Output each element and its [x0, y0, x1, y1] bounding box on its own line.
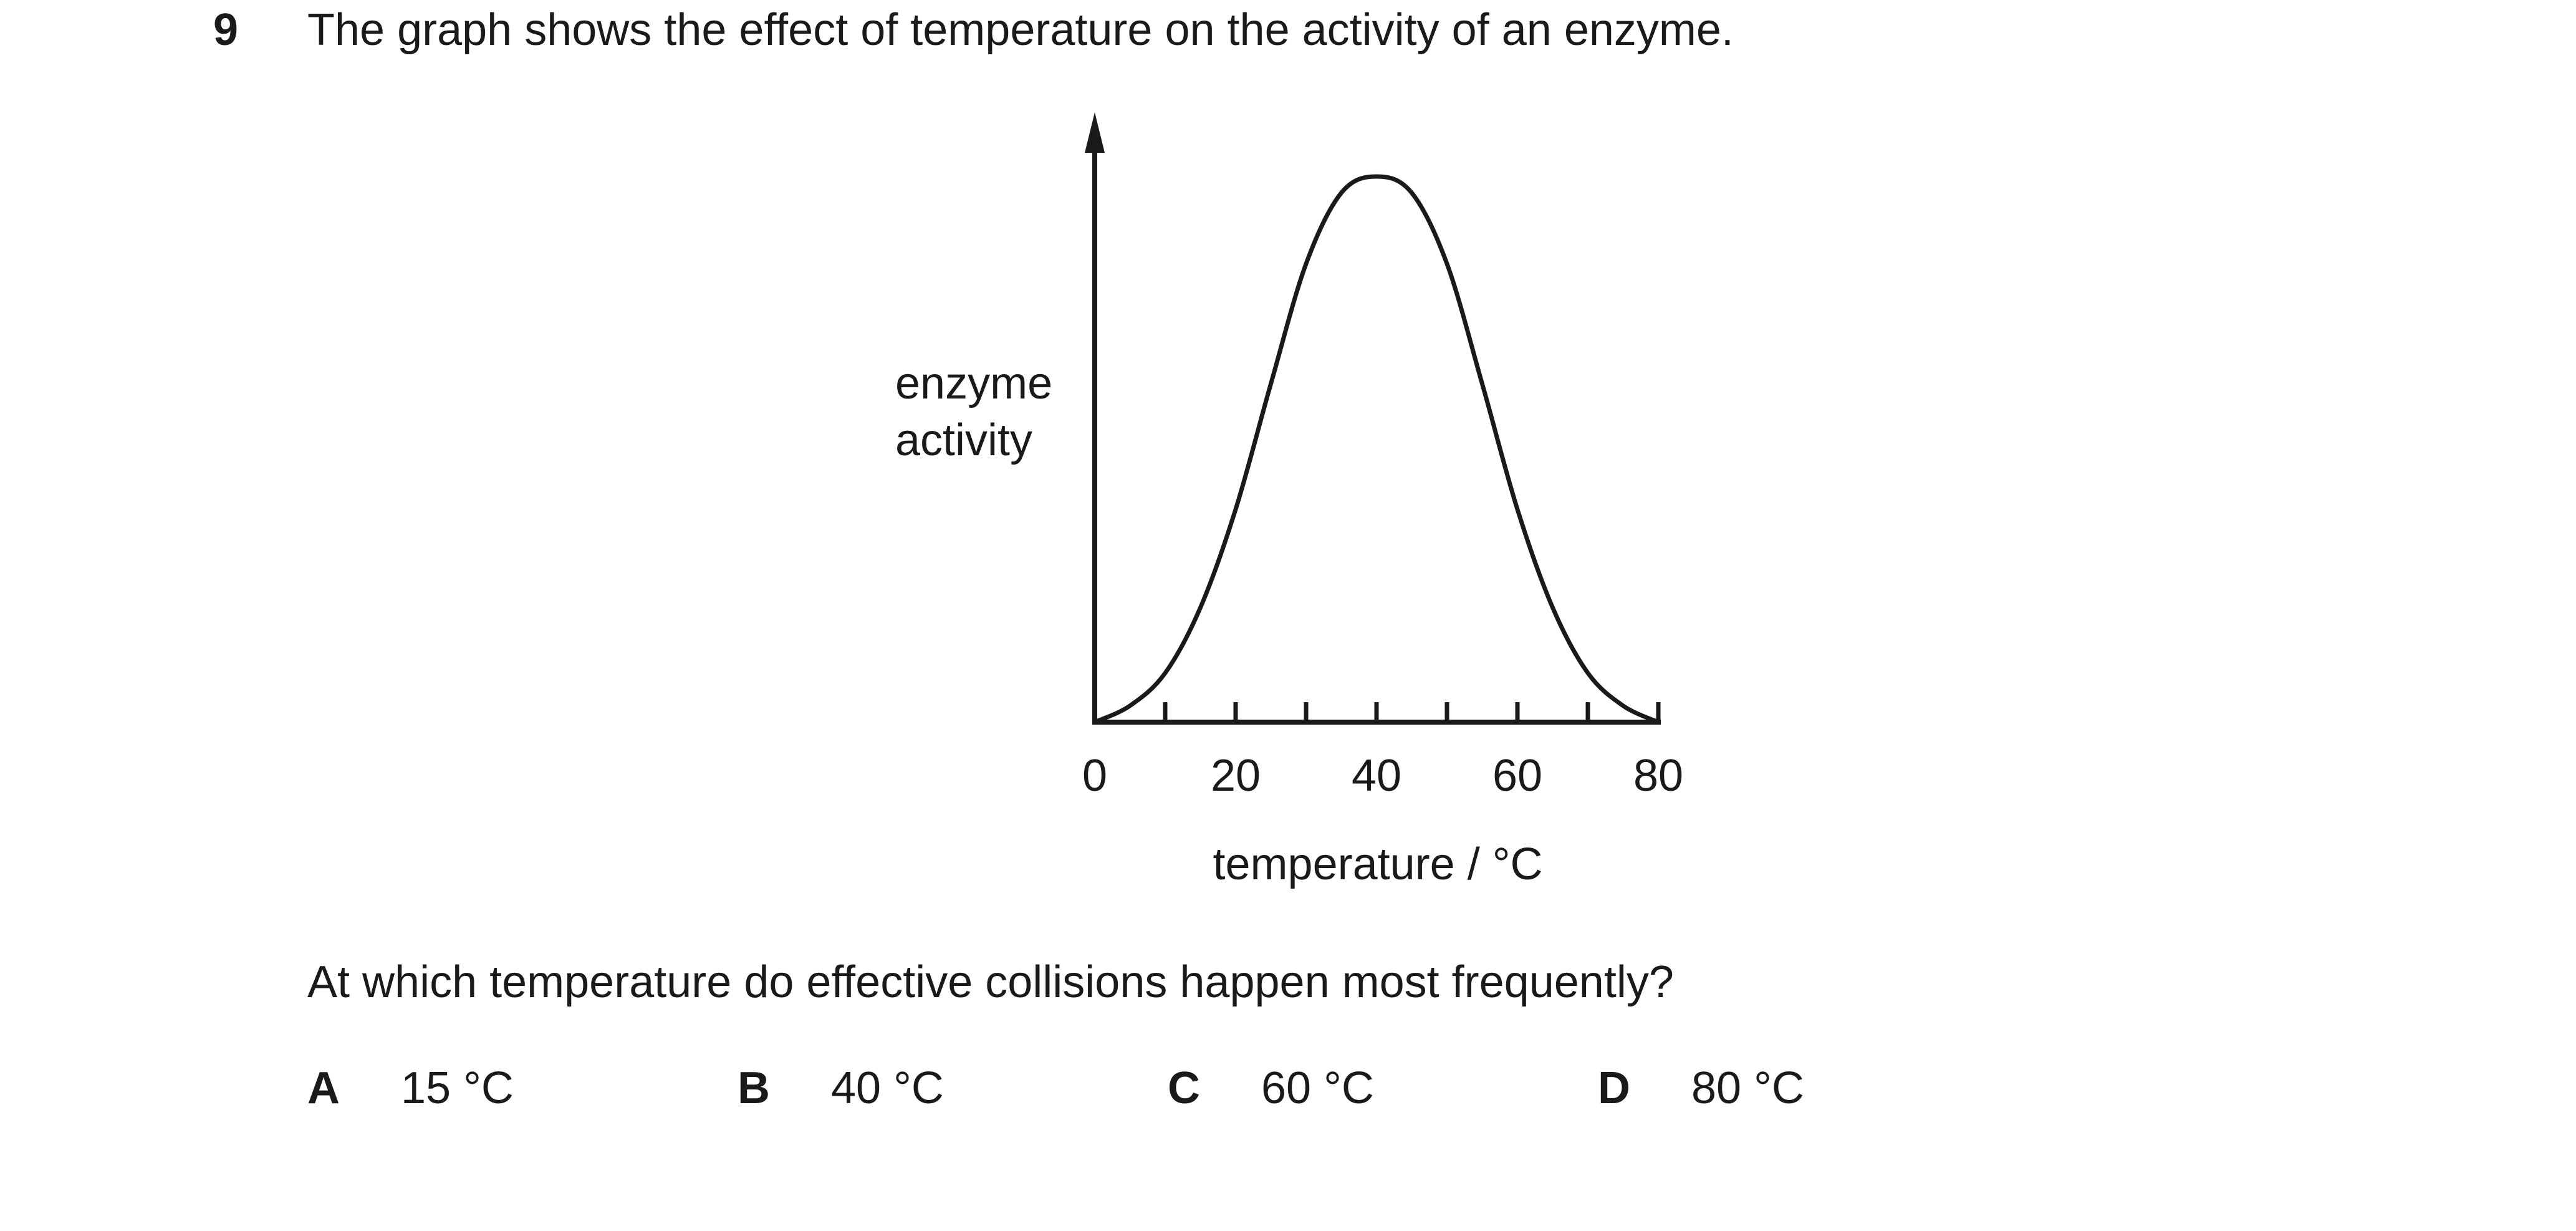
x-tick-labels: 0 20 40 60 80 [1082, 751, 1683, 801]
option-a-value[interactable]: 15 °C [401, 1063, 514, 1113]
x-tick-label-60: 60 [1492, 751, 1542, 801]
option-d-letter[interactable]: D [1598, 1063, 1630, 1113]
x-tick-label-40: 40 [1352, 751, 1401, 801]
x-tick-label-80: 80 [1633, 751, 1683, 801]
option-c-value[interactable]: 60 °C [1261, 1063, 1374, 1113]
option-b-letter[interactable]: B [738, 1063, 770, 1113]
x-axis-label: temperature / °C [1213, 839, 1543, 889]
question-number: 9 [213, 5, 239, 55]
y-axis-arrow [1085, 112, 1105, 153]
x-tick-label-0: 0 [1082, 751, 1107, 801]
y-axis-label-line-1: enzyme [895, 359, 1052, 408]
x-ticks [1092, 702, 1661, 722]
option-d-value[interactable]: 80 °C [1691, 1063, 1804, 1113]
option-a-letter[interactable]: A [307, 1063, 340, 1113]
activity-curve [1092, 174, 1661, 725]
question-prompt: At which temperature do effective collis… [307, 957, 1674, 1007]
option-b-value[interactable]: 40 °C [831, 1063, 944, 1113]
option-c-letter[interactable]: C [1168, 1063, 1200, 1113]
x-tick-label-20: 20 [1211, 751, 1261, 801]
question-stem: The graph shows the effect of temperatur… [307, 5, 1734, 55]
y-axis-label-line-2: activity [895, 415, 1032, 465]
